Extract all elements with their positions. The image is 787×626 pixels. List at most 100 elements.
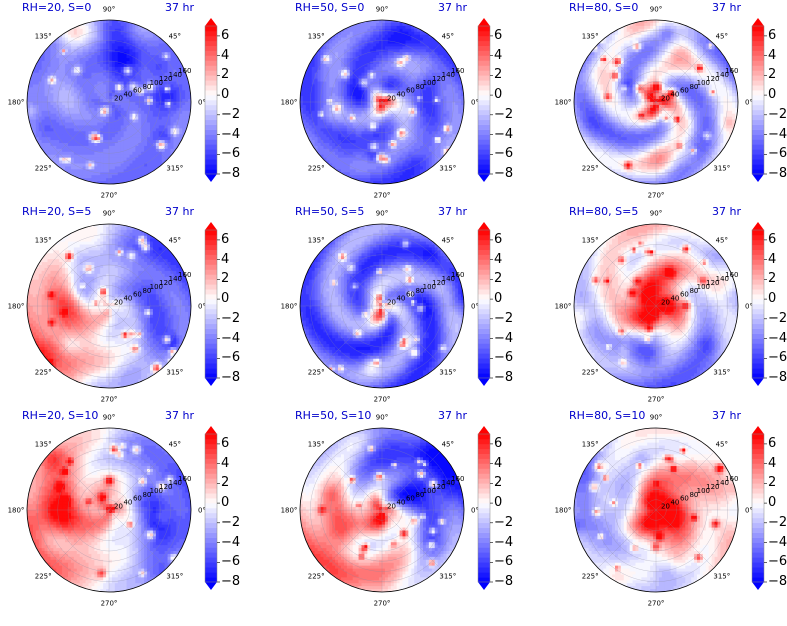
contour-cell xyxy=(373,128,376,131)
contour-cell xyxy=(326,49,329,52)
contour-cell xyxy=(341,49,344,52)
contour-cell xyxy=(68,67,71,70)
contour-cell xyxy=(100,128,103,131)
contour-cell xyxy=(115,123,118,126)
contour-cell xyxy=(91,79,94,82)
contour-cell xyxy=(171,58,174,61)
contour-cell xyxy=(432,61,435,64)
contour-cell xyxy=(411,102,414,105)
contour-cell xyxy=(118,125,121,128)
colorbar-segment xyxy=(205,120,217,125)
contour-cell xyxy=(394,125,397,128)
contour-cell xyxy=(176,131,179,134)
contour-cell xyxy=(385,146,388,149)
contour-cell xyxy=(89,128,92,131)
contour-cell xyxy=(335,52,338,55)
contour-cell xyxy=(94,143,97,146)
contour-cell xyxy=(162,134,165,137)
contour-cell xyxy=(115,128,118,131)
contour-cell xyxy=(89,172,92,175)
contour-cell xyxy=(147,137,150,140)
angle-tick-label: 225° xyxy=(35,164,52,172)
contour-cell xyxy=(65,108,68,111)
contour-cell xyxy=(335,93,338,96)
contour-cell xyxy=(432,143,435,146)
contour-cell xyxy=(71,143,74,146)
contour-cell xyxy=(80,105,83,108)
contour-cell xyxy=(124,140,127,143)
contour-cell xyxy=(171,93,174,96)
contour-cell xyxy=(109,61,112,64)
contour-cell xyxy=(179,84,182,87)
contour-cell xyxy=(65,149,68,152)
contour-cell xyxy=(103,26,106,29)
contour-cell xyxy=(423,70,426,73)
contour-cell xyxy=(135,52,138,55)
contour-cell xyxy=(423,52,426,55)
contour-cell xyxy=(42,79,45,82)
contour-cell xyxy=(91,178,94,181)
contour-cell xyxy=(42,90,45,93)
contour-cell xyxy=(414,43,417,46)
contour-cell xyxy=(97,178,100,181)
contour-cell xyxy=(118,79,121,82)
contour-cell xyxy=(359,35,362,38)
contour-cell xyxy=(315,120,318,123)
contour-cell xyxy=(315,84,318,87)
contour-cell xyxy=(382,87,385,90)
contour-cell xyxy=(141,46,144,49)
contour-cell xyxy=(97,131,100,134)
contour-cell xyxy=(376,64,379,67)
contour-cell xyxy=(171,96,174,99)
contour-cell xyxy=(83,58,86,61)
contour-cell xyxy=(65,111,68,114)
contour-cell xyxy=(350,117,353,120)
contour-cell xyxy=(376,178,379,181)
contour-cell xyxy=(309,90,312,93)
contour-cell xyxy=(121,143,124,146)
contour-cell xyxy=(162,93,165,96)
contour-cell xyxy=(68,152,71,155)
contour-cell xyxy=(338,152,341,155)
contour-cell xyxy=(403,111,406,114)
contour-cell xyxy=(405,181,408,184)
contour-cell xyxy=(176,125,179,128)
contour-cell xyxy=(74,52,77,55)
contour-cell xyxy=(121,134,124,137)
contour-cell xyxy=(391,67,394,70)
contour-cell xyxy=(144,128,147,131)
contour-cell xyxy=(359,38,362,41)
contour-cell xyxy=(118,137,121,140)
contour-cell xyxy=(315,61,318,64)
contour-cell xyxy=(388,143,391,146)
contour-cell xyxy=(362,32,365,35)
contour-cell xyxy=(132,108,135,111)
contour-cell xyxy=(403,120,406,123)
contour-cell xyxy=(156,158,159,161)
contour-cell xyxy=(417,93,420,96)
contour-cell xyxy=(312,102,315,105)
contour-cell xyxy=(347,128,350,131)
contour-cell xyxy=(176,52,179,55)
contour-cell xyxy=(89,55,92,58)
contour-cell xyxy=(103,35,106,38)
contour-cell xyxy=(420,123,423,126)
contour-cell xyxy=(89,140,92,143)
contour-cell xyxy=(109,43,112,46)
contour-cell xyxy=(48,55,51,58)
contour-cell xyxy=(335,158,338,161)
contour-cell xyxy=(53,143,56,146)
contour-cell xyxy=(397,43,400,46)
contour-cell xyxy=(315,90,318,93)
contour-cell xyxy=(124,172,127,175)
contour-cell xyxy=(173,143,176,146)
contour-cell xyxy=(344,73,347,76)
contour-cell xyxy=(420,158,423,161)
contour-cell xyxy=(318,73,321,76)
contour-cell xyxy=(74,84,77,87)
contour-cell xyxy=(332,169,335,172)
contour-cell xyxy=(171,137,174,140)
contour-cell xyxy=(65,87,68,90)
contour-cell xyxy=(382,61,385,64)
contour-cell xyxy=(59,105,62,108)
